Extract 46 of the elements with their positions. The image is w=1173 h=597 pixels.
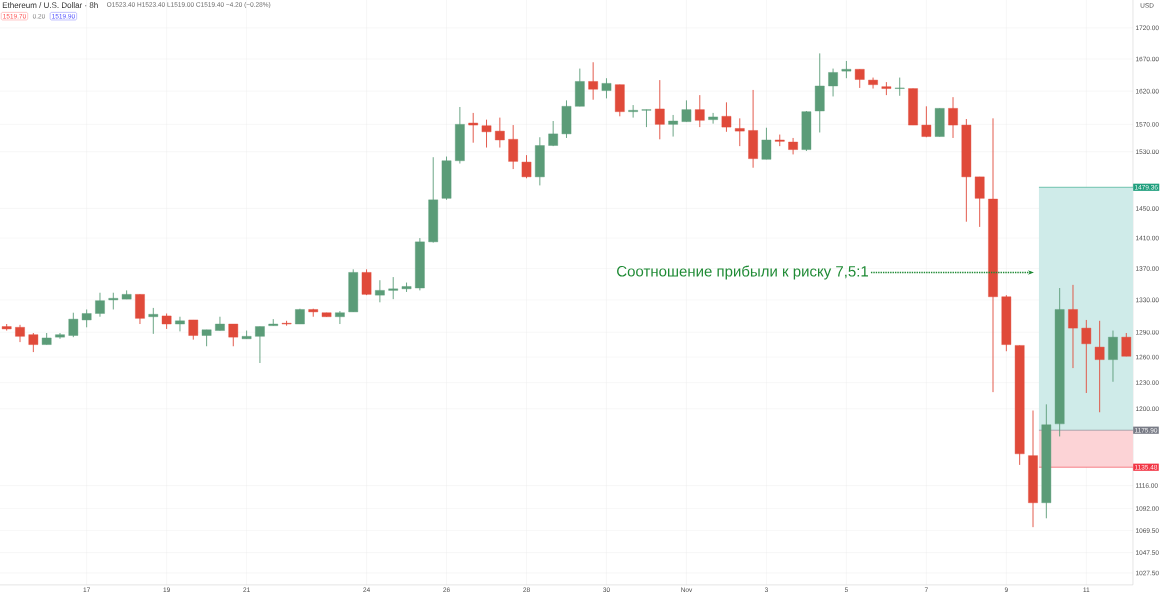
candlestick	[215, 316, 225, 331]
annotation: Соотношение прибыли к риску 7,5:1	[617, 265, 869, 280]
candlestick	[681, 99, 692, 123]
candlestick	[601, 77, 612, 99]
candlestick	[668, 114, 678, 138]
candlestick	[188, 319, 199, 341]
candlestick	[641, 109, 652, 128]
chart-title: Ethereum / U.S. Dollar · 8h	[2, 2, 98, 8]
candlestick	[921, 105, 932, 138]
candlestick	[95, 292, 105, 318]
candlestick	[761, 127, 772, 160]
candlestick	[1108, 330, 1118, 383]
candlestick	[335, 310, 345, 325]
candlestick	[948, 96, 958, 139]
candlestick	[694, 94, 705, 128]
candlestick	[481, 119, 492, 148]
candlestick	[495, 117, 505, 148]
candlestick	[375, 279, 385, 303]
candlestick	[28, 332, 39, 353]
candlestick	[721, 101, 732, 133]
candlestick	[361, 268, 372, 296]
candlestick	[828, 68, 838, 97]
candlestick	[628, 104, 638, 119]
candlestick	[388, 276, 399, 300]
candlestick	[708, 112, 718, 125]
candlestick	[548, 120, 558, 147]
candlestick	[868, 77, 878, 89]
candlestick	[654, 79, 665, 140]
candlestick	[1081, 319, 1092, 394]
candlestick	[788, 137, 798, 155]
candlestick	[1121, 332, 1132, 357]
candlestick	[734, 117, 745, 147]
candlestick	[468, 112, 478, 144]
candlestick	[135, 293, 145, 325]
candlestick	[588, 61, 598, 101]
candlestick	[68, 312, 79, 338]
candlestick	[974, 176, 985, 228]
candlestick	[1068, 284, 1078, 369]
candlestick	[228, 323, 239, 347]
candlestick	[894, 77, 905, 97]
candlestick	[1094, 320, 1105, 413]
candlestick	[508, 124, 518, 170]
candlestick	[854, 68, 865, 89]
candlestick	[175, 316, 185, 332]
candlestick	[148, 307, 159, 335]
candlestick	[255, 326, 265, 364]
